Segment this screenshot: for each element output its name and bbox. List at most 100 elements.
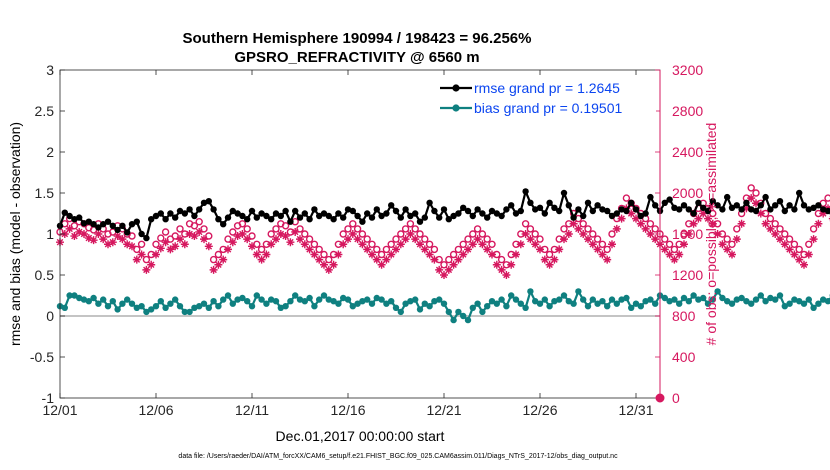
bias-point — [709, 296, 716, 303]
assimilated-point — [377, 260, 386, 269]
possible-point — [296, 225, 304, 233]
assimilated-point — [243, 235, 252, 244]
rmse-point — [224, 214, 232, 221]
rmse-point — [752, 207, 760, 215]
rmse-series — [56, 188, 830, 242]
rmse-point — [104, 218, 112, 225]
rmse-point — [388, 202, 395, 209]
bias-point — [224, 292, 232, 299]
bias-point — [642, 298, 649, 305]
possible-point — [517, 230, 525, 238]
assimilated-point — [171, 242, 180, 251]
rmse-point — [623, 207, 630, 215]
bias-point — [815, 300, 822, 307]
bias-point — [248, 303, 256, 310]
rmse-point — [402, 206, 409, 213]
possible-point — [550, 245, 559, 254]
assimilated-point — [526, 235, 535, 244]
rmse-point — [311, 206, 318, 213]
assimilated-point — [497, 265, 506, 274]
rmse-point — [157, 210, 164, 217]
y-tick-label: 2 — [46, 144, 54, 160]
assimilated-point — [699, 209, 708, 218]
chart-title: Southern Hemisphere 190994 / 198423 = 96… — [183, 30, 532, 47]
legend-bias-marker — [452, 104, 460, 112]
assimilated-point — [344, 235, 352, 244]
rmse-point — [469, 212, 476, 220]
rmse-point — [652, 202, 659, 209]
rmse-point — [335, 210, 342, 217]
rmse-point — [796, 189, 803, 197]
bias-point — [791, 296, 798, 303]
rmse-point — [637, 212, 644, 220]
assimilated-point — [128, 242, 136, 251]
rmse-point — [412, 210, 419, 217]
rmse-point — [306, 216, 313, 223]
assimilated-point — [113, 232, 122, 241]
chart-subtitle: GPSRO_REFRACTIVITY @ 6560 m — [234, 49, 479, 66]
assimilated-point — [296, 235, 304, 244]
possible-point — [209, 255, 218, 264]
assimilated-point — [104, 240, 112, 249]
assimilated-point — [430, 255, 439, 264]
bias-point — [493, 300, 500, 307]
rmse-point — [541, 210, 548, 217]
rmse-point — [709, 198, 716, 205]
rmse-point — [484, 214, 491, 221]
bias-point — [258, 296, 265, 303]
assimilated-point — [214, 260, 223, 269]
rmse-point — [676, 206, 683, 213]
bias-point — [594, 300, 601, 307]
bias-point — [637, 303, 644, 310]
bias-point — [301, 298, 308, 305]
bias-point — [575, 288, 582, 295]
bias-point — [618, 296, 625, 303]
rmse-point — [258, 210, 265, 217]
assimilated-point — [137, 250, 146, 259]
assimilated-point — [454, 255, 463, 264]
rmse-point — [728, 204, 736, 211]
bias-point — [488, 298, 496, 305]
rmse-point — [181, 210, 188, 217]
rmse-point — [196, 206, 203, 213]
rmse-point — [320, 210, 328, 217]
bias-point — [704, 300, 712, 307]
rmse-point — [296, 214, 304, 221]
possible-point — [176, 225, 184, 233]
y2-tick-label: 0 — [672, 390, 680, 406]
legend-bias-label: bias grand pr = 0.19501 — [474, 100, 622, 116]
assimilated-point — [65, 224, 74, 233]
possible-point — [728, 240, 736, 249]
bias-point — [786, 300, 793, 307]
possible-point — [781, 230, 789, 238]
rmse-point — [340, 214, 347, 221]
bias-point — [340, 294, 347, 302]
rmse-point — [90, 221, 97, 228]
bias-point — [450, 316, 457, 324]
assimilated-point — [204, 242, 213, 251]
y-tick-label: 2.5 — [35, 103, 55, 119]
rmse-point — [445, 216, 452, 223]
possible-point — [651, 225, 659, 233]
rmse-point — [210, 206, 217, 213]
assimilated-point — [680, 240, 688, 249]
bias-point — [613, 300, 620, 307]
possible-point — [555, 235, 563, 243]
assimilated-point — [694, 214, 703, 223]
bias-point — [407, 298, 414, 305]
assimilated-point — [382, 255, 391, 264]
assimilated-point — [161, 238, 170, 247]
assimilated-point — [488, 250, 496, 259]
rmse-point — [594, 202, 601, 209]
rmse-point — [791, 206, 798, 213]
possible-point — [219, 245, 227, 254]
assimilated-point — [396, 240, 405, 249]
possible-point — [243, 225, 251, 233]
possible-point — [430, 245, 439, 254]
rmse-point — [215, 216, 222, 223]
rmse-point — [786, 202, 793, 209]
bias-point — [527, 288, 534, 295]
y2-zero-marker — [655, 393, 665, 403]
rmse-point — [124, 229, 131, 236]
bias-point — [800, 300, 808, 307]
